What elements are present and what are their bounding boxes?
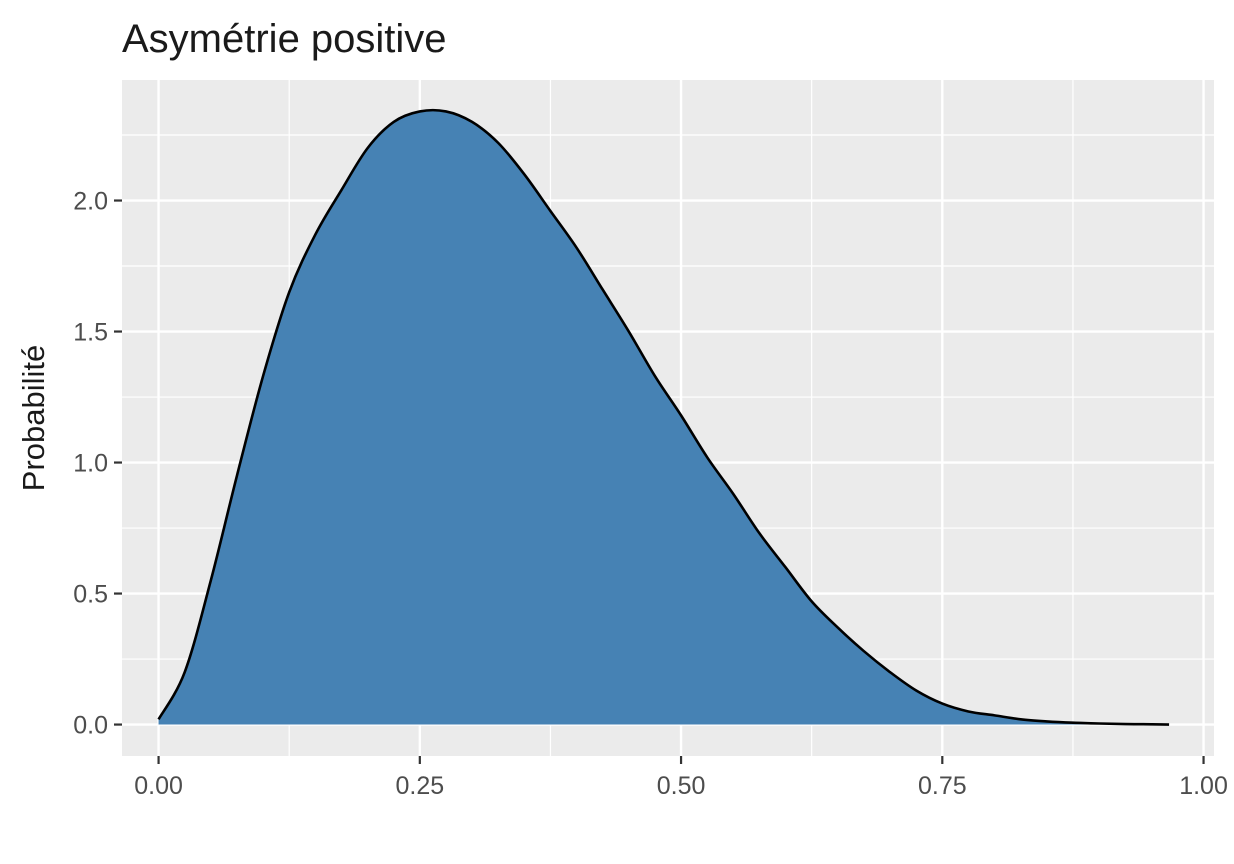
- y-tick-label: 0.5: [73, 581, 108, 609]
- y-tick-label: 1.0: [73, 450, 108, 478]
- density-curve: [157, 108, 1170, 726]
- chart-title: Asymétrie positive: [122, 17, 447, 61]
- density-area: [158, 110, 1170, 725]
- y-tick-label: 1.5: [73, 319, 108, 347]
- x-tick-label: 0.75: [918, 772, 967, 800]
- x-axis: 0.00 0.25 0.50 0.75 1.00: [134, 756, 1228, 800]
- y-tick-label: 2.0: [73, 188, 108, 216]
- y-axis-title: Probabilité: [16, 345, 51, 491]
- y-tick-label: 0.0: [73, 712, 108, 740]
- x-tick-label: 1.00: [1179, 772, 1228, 800]
- y-axis: 0.0 0.5 1.0 1.5 2.0: [73, 188, 122, 740]
- x-tick-label: 0.50: [657, 772, 706, 800]
- x-tick-label: 0.00: [134, 772, 183, 800]
- x-tick-label: 0.25: [395, 772, 444, 800]
